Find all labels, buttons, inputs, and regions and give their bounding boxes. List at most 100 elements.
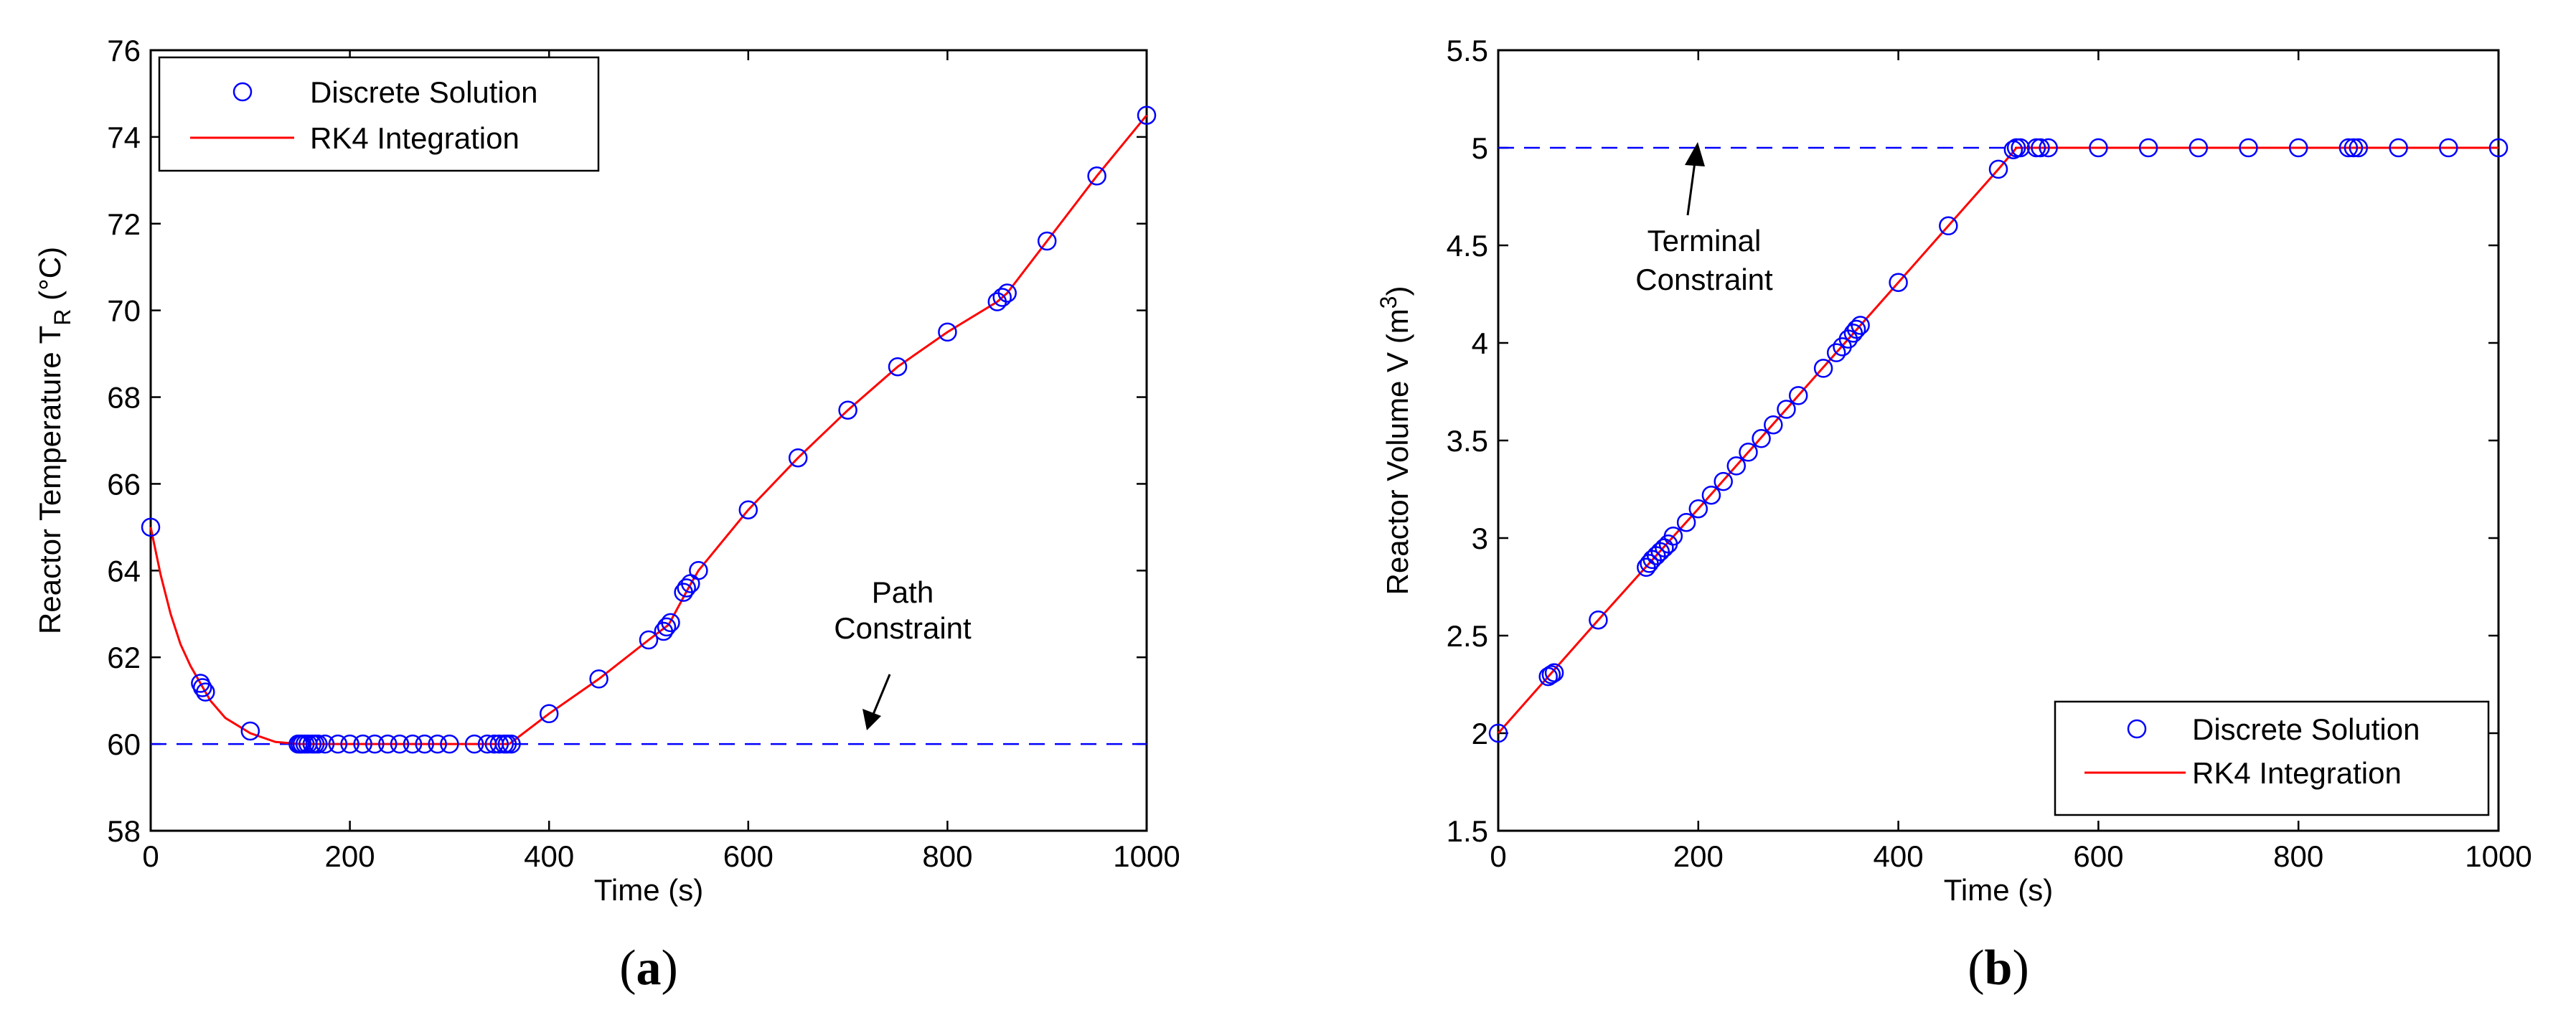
discrete-point <box>997 283 1017 303</box>
discrete-point <box>428 734 447 754</box>
discrete-point <box>2138 138 2158 158</box>
discrete-point <box>938 322 957 342</box>
discrete-point <box>1752 429 1771 448</box>
annotation-line-2-a: Constraint <box>834 611 972 645</box>
axis-ticks-a: 0 200 400 600 800 1000 58 60 62 64 66 68 70 72 74 76 <box>107 34 1180 873</box>
discrete-point <box>1826 343 1846 362</box>
x-tick-label: 200 <box>325 839 375 873</box>
chart-panel-a: 0 200 400 600 800 1000 58 60 62 64 66 68 70 72 74 76 Ti… <box>33 34 1180 996</box>
legend-label-discrete-b: Discrete Solution <box>2192 712 2420 746</box>
discrete-point <box>2389 138 2408 158</box>
x-tick-label: 800 <box>922 839 972 873</box>
x-tick-label: 400 <box>1874 839 1924 873</box>
y-tick-label: 60 <box>107 727 141 761</box>
discrete-point <box>464 734 484 754</box>
discrete-point <box>1589 610 1608 630</box>
discrete-point <box>2031 138 2050 158</box>
y-tick-label: 3.5 <box>1447 424 1488 458</box>
discrete-point <box>2089 138 2108 158</box>
y-tick-label: 1.5 <box>1447 814 1488 848</box>
discrete-point <box>1777 400 1796 419</box>
discrete-point <box>2338 138 2359 158</box>
x-axis-label-a: Time (s) <box>594 873 703 907</box>
y-tick-label: 76 <box>107 34 141 67</box>
x-axis-label-b: Time (s) <box>1944 873 2053 907</box>
discrete-point <box>2039 138 2058 158</box>
discrete-point <box>2011 138 2030 158</box>
discrete-point <box>589 669 608 689</box>
discrete-point <box>353 734 372 754</box>
discrete-point <box>502 734 521 754</box>
x-tick-label: 200 <box>1673 839 1724 873</box>
legend-a: Discrete Solution RK4 Integration <box>158 56 600 172</box>
y-tick-label: 74 <box>107 121 141 154</box>
annotation-arrow-shaft-a <box>871 674 891 717</box>
x-tick-label: 600 <box>2073 839 2123 873</box>
plot-area-a <box>149 49 1148 832</box>
discrete-point <box>657 617 677 637</box>
legend-label-rk4-b: RK4 Integration <box>2192 756 2402 790</box>
y-tick-label: 68 <box>107 381 141 415</box>
discrete-point <box>1889 273 1908 292</box>
discrete-point <box>2288 138 2308 158</box>
discrete-point <box>141 517 161 537</box>
annotation-arrow-head-a <box>862 709 881 730</box>
discrete-point <box>1739 443 1758 462</box>
discrete-point <box>888 357 908 377</box>
y-axis-label-b: Reactor Volume V (m3) <box>1376 286 1414 595</box>
legend-label-rk4-a: RK4 Integration <box>310 121 520 155</box>
discrete-point <box>992 288 1012 307</box>
discrete-point <box>788 448 808 468</box>
discrete-point <box>403 734 423 754</box>
x-tick-label: 800 <box>2273 839 2323 873</box>
y-tick-label: 58 <box>107 814 141 848</box>
discrete-solution-points-b <box>1488 138 2509 743</box>
y-axis-label-a: Reactor Temperature TR (°C) <box>33 247 75 634</box>
annotation-line-2-b: Constraint <box>1635 263 1773 296</box>
x-tick-label: 600 <box>723 839 774 873</box>
terminal-constraint-annotation: Terminal Constraint <box>1635 142 1773 296</box>
discrete-point <box>2189 138 2209 158</box>
discrete-point <box>489 734 509 754</box>
y-tick-label: 72 <box>107 207 141 241</box>
y-tick-label: 4 <box>1472 326 1488 360</box>
discrete-point <box>2488 138 2509 158</box>
discrete-point <box>328 734 348 754</box>
discrete-point <box>2239 138 2258 158</box>
x-tick-label: 400 <box>524 839 574 873</box>
y-tick-label: 2 <box>1472 717 1488 750</box>
discrete-point <box>1137 105 1157 125</box>
annotation-line-1-a: Path <box>872 575 934 609</box>
discrete-point <box>2349 138 2369 158</box>
y-tick-label: 5.5 <box>1447 34 1488 67</box>
x-tick-label: 1000 <box>1113 839 1180 873</box>
discrete-point <box>1988 159 2008 179</box>
y-tick-label: 62 <box>107 641 141 674</box>
x-tick-label: 0 <box>142 839 159 873</box>
discrete-point <box>1726 456 1747 476</box>
discrete-point <box>308 734 328 754</box>
discrete-point <box>1788 386 1808 405</box>
discrete-point <box>1676 512 1696 532</box>
discrete-point <box>1541 665 1561 684</box>
discrete-point <box>1544 663 1564 682</box>
discrete-point <box>1688 499 1708 519</box>
discrete-point <box>639 630 659 650</box>
discrete-point <box>340 734 359 754</box>
discrete-point <box>192 678 212 697</box>
discrete-point <box>738 500 758 519</box>
discrete-point <box>677 578 696 598</box>
discrete-solution-points-a <box>141 105 1157 754</box>
path-constraint-annotation: Path Constraint <box>834 575 972 730</box>
discrete-point <box>539 704 559 724</box>
discrete-point <box>1087 166 1106 186</box>
y-tick-label: 70 <box>107 294 141 328</box>
panel-label-b: (b) <box>1968 941 2029 996</box>
discrete-point <box>196 682 215 702</box>
rk4-integration-line-a <box>149 114 1148 745</box>
legend-b: Discrete Solution RK4 Integration <box>2054 700 2490 816</box>
x-tick-label: 0 <box>1490 839 1506 873</box>
legend-box-b <box>2054 700 2490 816</box>
discrete-point <box>415 734 434 754</box>
